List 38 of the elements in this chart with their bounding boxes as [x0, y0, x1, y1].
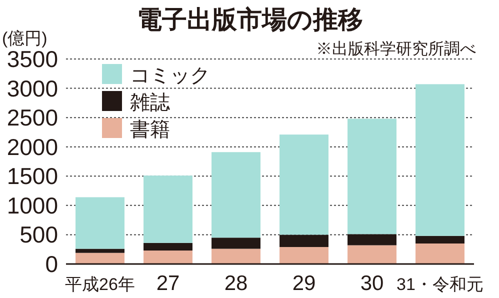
bar	[76, 248, 124, 253]
bar	[348, 118, 396, 234]
y-tick-label: 0	[45, 251, 58, 277]
bar	[280, 234, 328, 248]
bar	[416, 236, 464, 244]
bar	[76, 252, 124, 264]
bar	[144, 250, 192, 264]
bar	[144, 176, 192, 243]
x-tick-label: 31・令和元	[396, 275, 484, 294]
bar	[280, 247, 328, 264]
y-tick-label: 3500	[6, 46, 58, 72]
y-axis-title: (億円)	[2, 29, 48, 48]
bar	[76, 197, 124, 249]
chart-title: 電子出版市場の推移	[137, 6, 363, 34]
x-tick-label: 28	[224, 272, 248, 295]
y-tick-label: 1000	[6, 192, 58, 218]
x-tick-label: 29	[292, 272, 316, 295]
bar	[212, 152, 260, 238]
y-tick-label: 3000	[6, 75, 58, 102]
bar	[348, 234, 396, 246]
bar	[280, 134, 328, 235]
bar	[416, 244, 464, 264]
legend-label: コミック	[130, 65, 210, 87]
legend-label: 雑誌	[130, 92, 170, 114]
legend-label: 書籍	[130, 119, 170, 141]
y-tick-label: 500	[20, 222, 58, 248]
bar	[348, 245, 396, 264]
y-tick-label: 2500	[6, 104, 58, 131]
bar	[212, 238, 260, 249]
x-tick-label: 30	[360, 272, 384, 295]
y-tick-label: 1500	[6, 163, 58, 190]
bar	[212, 248, 260, 264]
bar	[416, 84, 464, 236]
x-tick-label: 27	[156, 272, 180, 295]
bar	[144, 242, 192, 251]
text: ※出版科学研究所調べ	[316, 40, 476, 58]
y-tick-label: 2000	[6, 134, 58, 160]
x-tick-label: 平成26年	[65, 275, 135, 294]
